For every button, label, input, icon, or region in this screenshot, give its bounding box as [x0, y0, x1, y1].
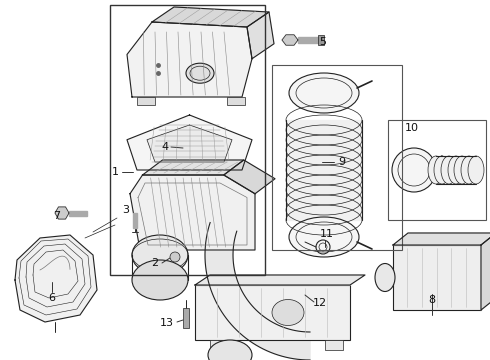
- Ellipse shape: [392, 148, 436, 192]
- Polygon shape: [130, 175, 255, 250]
- Ellipse shape: [468, 156, 484, 184]
- Polygon shape: [195, 275, 365, 285]
- Polygon shape: [282, 35, 298, 45]
- Bar: [393, 245, 481, 310]
- Ellipse shape: [132, 260, 188, 300]
- Bar: [298, 37, 318, 43]
- Bar: [325, 340, 343, 350]
- Text: 4: 4: [161, 142, 169, 152]
- Bar: [69, 211, 87, 216]
- Text: 1: 1: [112, 167, 119, 177]
- Polygon shape: [224, 160, 275, 194]
- Text: 8: 8: [428, 295, 436, 305]
- Polygon shape: [143, 160, 244, 175]
- Ellipse shape: [272, 300, 304, 325]
- Ellipse shape: [434, 156, 450, 184]
- Ellipse shape: [461, 156, 477, 184]
- Text: 3: 3: [122, 205, 129, 215]
- Text: 13: 13: [160, 318, 174, 328]
- Text: 11: 11: [320, 229, 334, 239]
- Bar: [210, 340, 228, 350]
- Ellipse shape: [132, 235, 188, 275]
- Polygon shape: [481, 233, 490, 310]
- Bar: [388, 120, 486, 220]
- Polygon shape: [127, 115, 252, 170]
- Ellipse shape: [454, 156, 470, 184]
- Bar: [195, 285, 350, 340]
- Polygon shape: [205, 222, 310, 360]
- Ellipse shape: [428, 156, 444, 184]
- Polygon shape: [127, 22, 252, 97]
- Polygon shape: [152, 7, 269, 27]
- Ellipse shape: [441, 156, 457, 184]
- Ellipse shape: [186, 63, 214, 83]
- Text: 2: 2: [151, 258, 159, 268]
- Polygon shape: [147, 125, 232, 162]
- Bar: [272, 65, 402, 250]
- Ellipse shape: [448, 156, 464, 184]
- Polygon shape: [15, 235, 97, 322]
- Text: 10: 10: [405, 123, 419, 133]
- Text: 6: 6: [49, 293, 55, 303]
- Text: 5: 5: [319, 37, 326, 47]
- Bar: [183, 308, 189, 328]
- Ellipse shape: [375, 264, 395, 292]
- Bar: [318, 35, 324, 45]
- Ellipse shape: [208, 340, 252, 360]
- Text: 12: 12: [313, 298, 327, 308]
- Polygon shape: [247, 12, 274, 59]
- Bar: [133, 213, 137, 228]
- Bar: [137, 97, 155, 105]
- Ellipse shape: [289, 73, 359, 113]
- Text: 9: 9: [339, 157, 345, 167]
- Bar: [227, 97, 245, 105]
- Ellipse shape: [289, 217, 359, 257]
- Text: 7: 7: [53, 211, 61, 221]
- Polygon shape: [55, 207, 69, 219]
- Bar: [110, 5, 265, 275]
- Ellipse shape: [170, 252, 180, 262]
- Polygon shape: [393, 233, 490, 245]
